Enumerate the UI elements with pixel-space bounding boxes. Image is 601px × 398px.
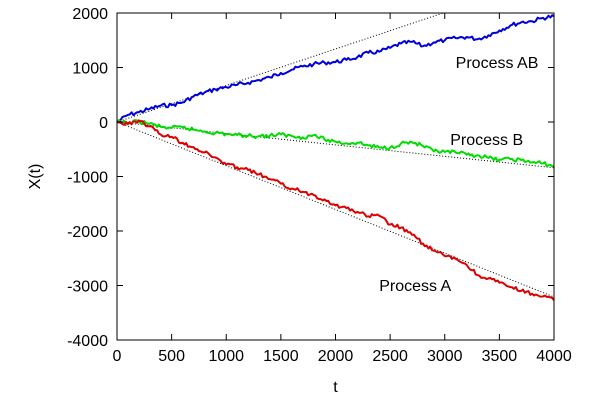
series-line-1 — [117, 14, 554, 123]
y-tick-label: 2000 — [72, 6, 108, 23]
x-axis-label: t — [333, 379, 338, 396]
y-tick-label: 1000 — [72, 61, 108, 78]
x-tick-label: 4000 — [536, 348, 572, 365]
x-tick-label: 0 — [113, 348, 122, 365]
y-axis-label: X(t) — [27, 164, 44, 190]
annotations: Process AB Process B Process A — [379, 55, 538, 295]
y-tick-label: -1000 — [67, 170, 108, 187]
series-lines — [117, 14, 554, 301]
y-tick-label: -3000 — [67, 279, 108, 296]
x-tick-label: 2500 — [372, 348, 408, 365]
x-tick-label: 2000 — [318, 348, 354, 365]
x-tick-label: 500 — [158, 348, 185, 365]
series-line-2 — [117, 119, 554, 168]
x-tick-label: 1000 — [208, 348, 244, 365]
annotation-label-1: Process AB — [456, 55, 539, 72]
reference-line-3 — [117, 121, 554, 298]
y-tick-label: -4000 — [67, 333, 108, 350]
annotation-label-3: Process A — [379, 278, 451, 295]
reference-lines — [117, 13, 554, 298]
series-line-3 — [117, 119, 554, 301]
y-tick-label: -2000 — [67, 224, 108, 241]
x-tick-label: 3000 — [427, 348, 463, 365]
axis-ticks: 0 500 1000 1500 2000 2500 3000 3500 4000 -4000 -30… — [67, 6, 572, 365]
annotation-label-2: Process B — [450, 132, 523, 149]
y-tick-label: 0 — [99, 115, 108, 132]
x-tick-label: 3500 — [482, 348, 518, 365]
reference-line-2 — [117, 121, 554, 169]
x-tick-label: 1500 — [263, 348, 299, 365]
